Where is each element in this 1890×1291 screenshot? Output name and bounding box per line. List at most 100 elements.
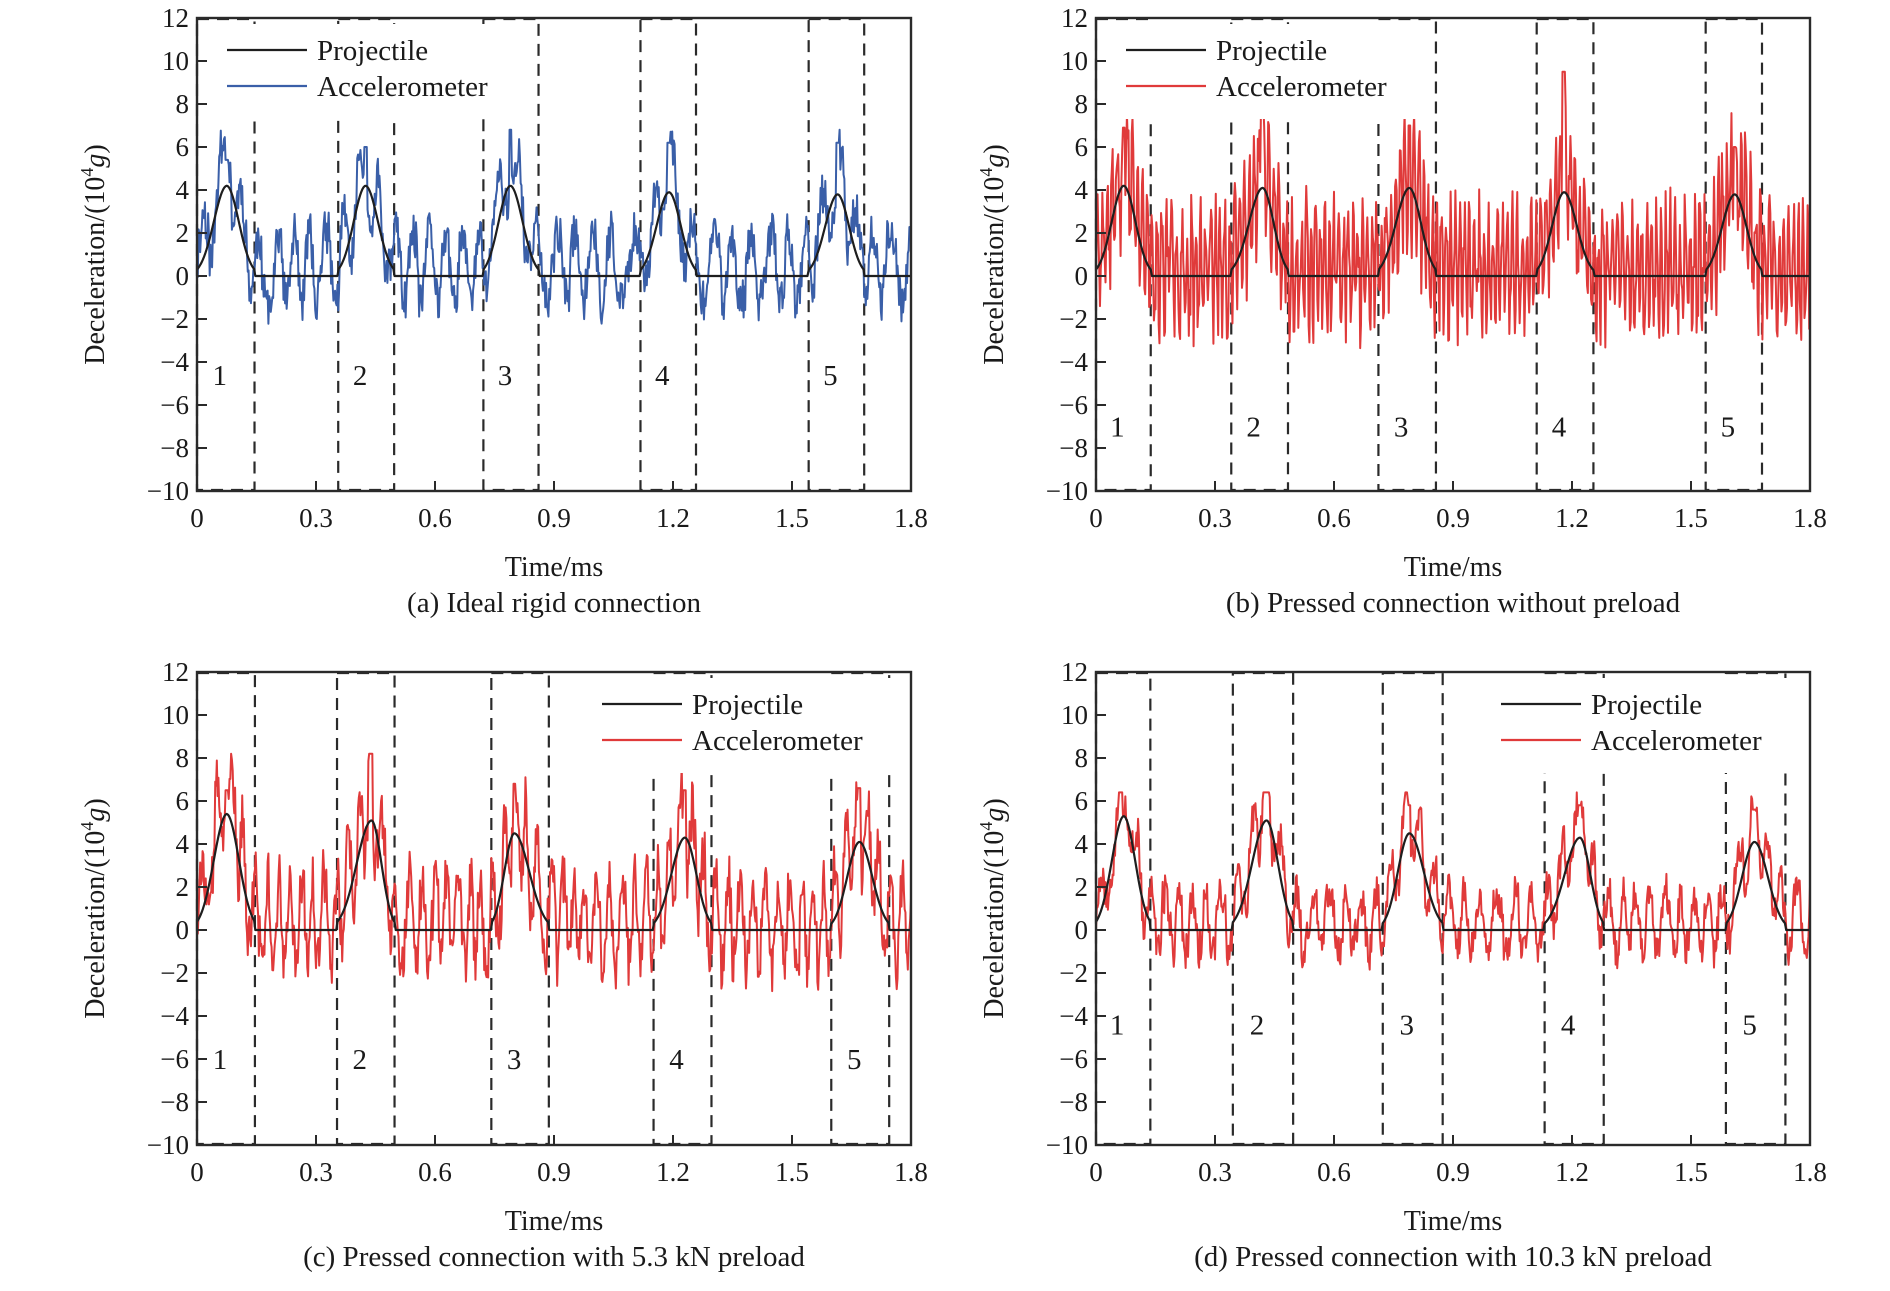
x-tick-label: 1.8: [894, 1157, 928, 1187]
y-axis-title-unit: g: [80, 154, 111, 168]
y-axis-title-close: ): [80, 798, 111, 807]
y-tick-label: 6: [1075, 132, 1089, 162]
box-label: 4: [655, 360, 670, 392]
y-axis-title: Deceleration/(104g): [976, 144, 1010, 364]
box-label: 4: [1561, 1010, 1576, 1042]
y-axis-title-main: Deceleration/(10: [979, 177, 1010, 365]
x-tick-label: 0.9: [537, 1157, 571, 1187]
y-tick-label: 8: [1075, 743, 1089, 773]
box-label: 5: [1742, 1010, 1757, 1042]
y-tick-label: −6: [1059, 1044, 1088, 1074]
x-axis: 0 0.3 0.6 0.9 1.2 1.5 1.8: [190, 1135, 928, 1187]
projectile-line: [196, 184, 911, 278]
y-tick-label: 2: [176, 218, 190, 248]
x-axis-title: Time/ms: [1404, 552, 1503, 583]
y-tick-label: 4: [1075, 175, 1089, 205]
x-tick-label: 1.5: [1674, 1157, 1708, 1187]
projectile-line: [1095, 184, 1810, 278]
legend-label-projectile: Projectile: [317, 35, 428, 67]
y-tick-label: 0: [176, 915, 190, 945]
legend: Projectile Accelerometer: [586, 678, 901, 773]
box-label: 3: [498, 360, 513, 392]
legend-background: [1110, 24, 1425, 119]
y-axis: −10 −8 −6 −4 −2 0 2 4 6 8 10 12: [147, 3, 207, 506]
y-tick-label: 2: [1075, 872, 1089, 902]
y-axis-title-main: Deceleration/(10: [80, 831, 111, 1019]
x-axis: 0 0.3 0.6 0.9 1.2 1.5 1.8: [1089, 1135, 1827, 1187]
y-axis-title: Deceleration/(104g): [976, 798, 1010, 1018]
legend-background: [586, 678, 901, 773]
x-tick-label: 0.6: [418, 503, 452, 533]
legend-label-projectile: Projectile: [692, 689, 803, 721]
legend: Projectile Accelerometer: [211, 24, 526, 119]
x-axis-title: Time/ms: [505, 1206, 604, 1237]
accelerometer-line: [196, 752, 912, 993]
x-axis-title: Time/ms: [1404, 1206, 1503, 1237]
chart-b: 1 2 3 4 5ProjectileAccelerometer−10−8−6−4−20…: [976, 3, 1827, 619]
y-tick-label: −6: [1059, 390, 1088, 420]
box-label: 1: [1110, 1010, 1125, 1042]
x-tick-label: 0.3: [299, 1157, 333, 1187]
y-tick-label: 4: [1075, 829, 1089, 859]
box-label: 1: [1110, 412, 1125, 444]
y-tick-label: 6: [176, 132, 190, 162]
y-tick-label: −6: [160, 1044, 189, 1074]
y-tick-label: −10: [1046, 476, 1088, 506]
y-tick-label: −2: [160, 958, 189, 988]
x-axis-title: Time/ms: [505, 552, 604, 583]
y-tick-label: 10: [162, 46, 189, 76]
y-axis-title-close: ): [979, 144, 1010, 153]
chart-a: 1 2 3 4 5ProjectileAccelerometer−10−8−6−4−20…: [77, 3, 928, 619]
box-label: 5: [823, 360, 838, 392]
accelerometer-line: [1095, 791, 1811, 971]
legend-label-accelerometer: Accelerometer: [1591, 725, 1762, 757]
legend-label-accelerometer: Accelerometer: [1216, 71, 1387, 103]
y-tick-label: −10: [1046, 1130, 1088, 1160]
y-axis-title: Deceleration/(104g): [77, 798, 111, 1018]
y-axis: −10 −8 −6 −4 −2 0 2 4 6 8 10 12: [147, 657, 207, 1160]
x-tick-label: 0.3: [299, 503, 333, 533]
y-tick-label: −10: [147, 1130, 189, 1160]
y-tick-label: 2: [176, 872, 190, 902]
legend: Projectile Accelerometer: [1485, 678, 1800, 773]
y-axis-title-exponent: 4: [976, 822, 996, 831]
x-tick-label: 1.2: [1555, 503, 1589, 533]
panel-b: 1 2 3 4 5 Projectile Accelerometer −10 −8 −6 −4 −2 0…: [899, 0, 1844, 637]
panel-a: 1 2 3 4 5 Projectile Accelerometer −10 −8 −6 −4 −2 0…: [0, 0, 945, 637]
x-tick-label: 1.2: [656, 1157, 690, 1187]
box-label: 4: [669, 1044, 684, 1076]
accelerometer-line: [196, 128, 912, 325]
y-tick-label: 6: [176, 786, 190, 816]
panel-d: 1 2 3 4 5 Projectile Accelerometer −10 −8 −6 −4 −2 0…: [899, 654, 1844, 1291]
panel-caption: (a) Ideal rigid connection: [407, 587, 701, 619]
y-axis-title-exponent: 4: [77, 168, 97, 177]
projectile-line: [1095, 815, 1810, 932]
x-tick-label: 0.6: [1317, 503, 1351, 533]
chart-d: 1 2 3 4 5ProjectileAccelerometer−10−8−6−4−20…: [976, 657, 1827, 1273]
y-tick-label: 12: [162, 3, 189, 33]
y-tick-label: −8: [160, 1087, 189, 1117]
x-tick-label: 0: [1089, 1157, 1103, 1187]
y-tick-label: −8: [160, 433, 189, 463]
legend-label-accelerometer: Accelerometer: [692, 725, 863, 757]
y-tick-label: −2: [160, 304, 189, 334]
box-label: 5: [1721, 412, 1736, 444]
y-tick-label: −2: [1059, 304, 1088, 334]
panel-c: 1 2 3 4 5 Projectile Accelerometer −10 −8 −6 −4 −2 0…: [0, 654, 945, 1291]
y-axis-title-close: ): [979, 798, 1010, 807]
x-tick-label: 1.2: [656, 503, 690, 533]
box-label: 2: [353, 1044, 368, 1076]
y-axis-title-exponent: 4: [976, 168, 996, 177]
x-tick-label: 0.9: [1436, 503, 1470, 533]
x-tick-label: 0: [1089, 503, 1103, 533]
y-tick-label: 12: [1061, 657, 1088, 687]
y-tick-label: 6: [1075, 786, 1089, 816]
y-axis-title-unit: g: [80, 808, 111, 822]
y-axis-title-unit: g: [979, 154, 1010, 168]
y-axis: −10 −8 −6 −4 −2 0 2 4 6 8 10 12: [1046, 657, 1106, 1160]
y-axis-title-unit: g: [979, 808, 1010, 822]
box-label: 2: [1246, 412, 1261, 444]
y-tick-label: 8: [176, 743, 190, 773]
y-axis: −10 −8 −6 −4 −2 0 2 4 6 8 10 12: [1046, 3, 1106, 506]
box-label: 5: [847, 1044, 862, 1076]
